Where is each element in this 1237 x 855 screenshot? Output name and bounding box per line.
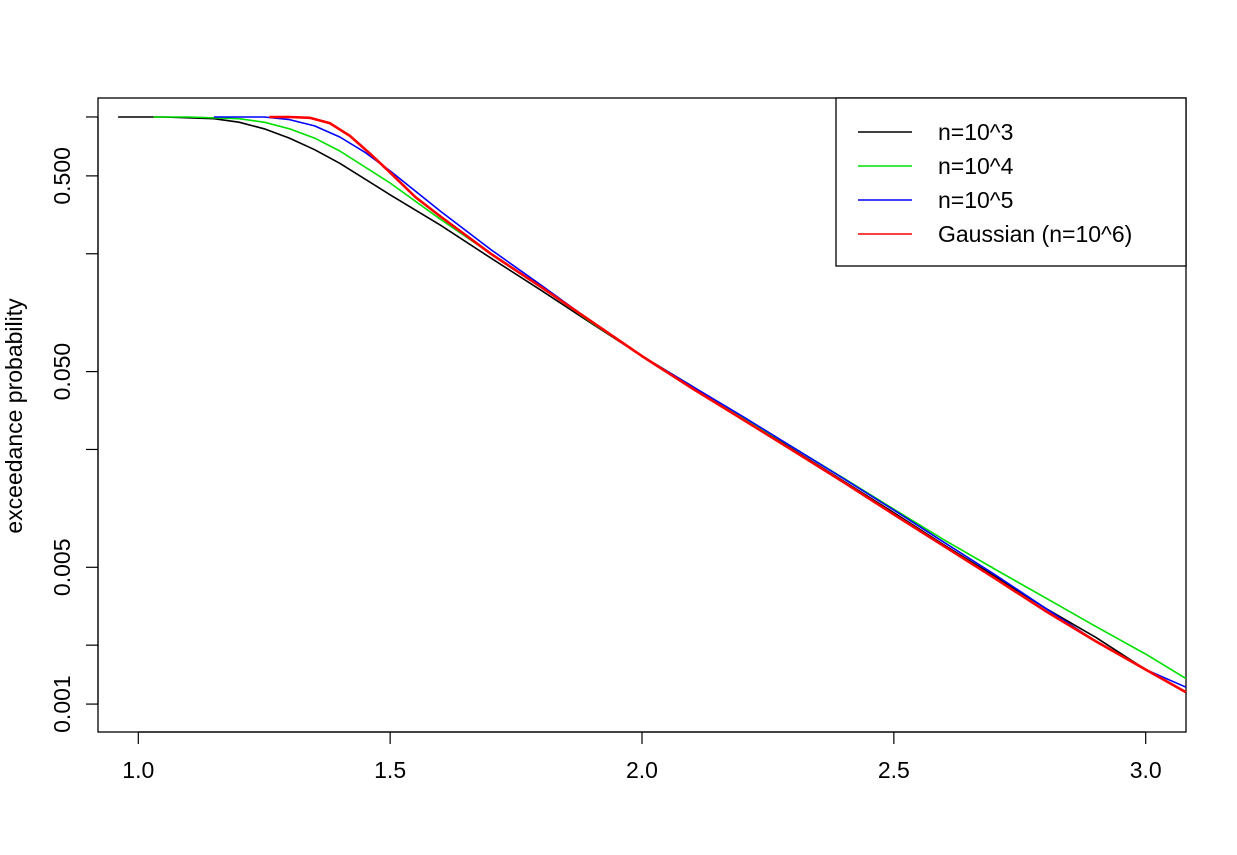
x-tick-label: 2.5 (878, 757, 910, 783)
y-axis: 0.001 0.005 0.050 0.500 (49, 116, 99, 733)
y-tick-label: 0.005 (49, 539, 75, 597)
legend-label-2: n=10^4 (938, 153, 1014, 179)
x-tick-label: 1.5 (374, 757, 406, 783)
y-tick-label: 0.500 (49, 147, 75, 205)
x-tick-label: 2.0 (626, 757, 658, 783)
series-line-4 (269, 115, 1187, 694)
x-axis: 1.0 1.5 2.0 2.5 3.0 (122, 731, 1162, 783)
y-tick-label: 0.001 (49, 675, 75, 733)
legend-label-4: Gaussian (n=10^6) (938, 221, 1132, 247)
legend-label-3: n=10^5 (938, 187, 1013, 213)
legend-label-1: n=10^3 (938, 119, 1013, 145)
y-axis-label: exceedance probability (1, 298, 27, 534)
x-tick-label: 3.0 (1130, 757, 1162, 783)
y-tick-label: 0.050 (49, 343, 75, 401)
legend: n=10^3 n=10^4 n=10^5 Gaussian (n=10^6) (835, 97, 1187, 267)
series-layer (118, 115, 1187, 694)
x-tick-label: 1.0 (122, 757, 154, 783)
legend-box (835, 97, 1187, 267)
